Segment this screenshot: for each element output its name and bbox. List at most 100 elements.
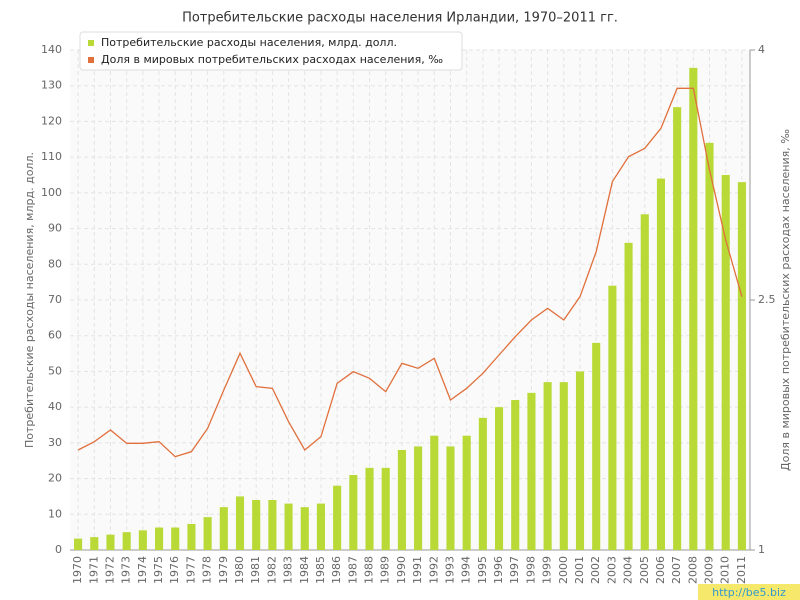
bar (268, 500, 277, 550)
x-tick-label: 1971 (87, 556, 100, 584)
x-tick-label: 1984 (298, 556, 311, 584)
bar (430, 435, 439, 550)
y-tick-label: 40 (48, 400, 62, 413)
bar (478, 417, 487, 550)
x-tick-label: 1991 (411, 556, 424, 584)
x-tick-label: 1999 (541, 556, 554, 584)
bar (397, 450, 406, 550)
bar (138, 530, 147, 550)
x-tick-label: 2004 (622, 556, 635, 584)
bar (446, 446, 455, 550)
x-tick-label: 1972 (103, 556, 116, 584)
bar (495, 407, 504, 550)
x-tick-label: 1986 (330, 556, 343, 584)
x-tick-label: 1979 (217, 556, 230, 584)
bar (737, 182, 746, 550)
bar (527, 392, 536, 550)
bar (203, 517, 212, 550)
bar (235, 496, 245, 550)
y-tick-label: 80 (48, 257, 62, 270)
bar (656, 178, 665, 551)
bar (333, 485, 342, 550)
bar (122, 532, 131, 550)
x-tick-label: 2009 (703, 556, 716, 584)
watermark-bg (698, 584, 800, 600)
bar (721, 175, 730, 550)
bar (511, 400, 520, 550)
legend-box (79, 31, 463, 71)
x-tick-label: 1992 (427, 556, 440, 584)
y-tick-label: 20 (48, 472, 62, 485)
bar (300, 507, 309, 550)
bar (592, 342, 601, 550)
x-tick-label: 2007 (670, 556, 683, 584)
x-tick-label: 2011 (735, 556, 748, 584)
x-tick-label: 1973 (120, 556, 133, 584)
bar (673, 107, 682, 551)
bar (543, 382, 552, 550)
y-axis-label: Потребительские расходы населения, млрд.… (23, 152, 36, 448)
legend-swatch (88, 57, 94, 63)
bar (252, 500, 261, 550)
y-tick-label: 120 (41, 114, 62, 127)
y2-tick-label: 2.5 (758, 293, 776, 306)
x-tick-label: 1997 (508, 556, 521, 584)
x-tick-label: 1974 (136, 556, 149, 584)
bar (284, 503, 293, 550)
bar (349, 475, 358, 550)
x-tick-label: 1975 (152, 556, 165, 584)
legend-swatch (88, 40, 94, 46)
x-tick-label: 2001 (573, 556, 586, 584)
x-tick-label: 1978 (201, 556, 214, 584)
bar (316, 503, 325, 550)
bar (365, 467, 374, 550)
bar (624, 242, 633, 550)
y2-tick-label: 4 (758, 43, 765, 56)
x-tick-label: 1995 (476, 556, 489, 584)
y2-axis-label: Доля в мировых потребительских расходах … (779, 129, 792, 471)
y-tick-label: 60 (48, 329, 62, 342)
bar (187, 523, 196, 550)
x-tick-label: 2006 (654, 556, 667, 584)
x-tick-label: 1990 (395, 556, 408, 584)
bar (575, 371, 585, 550)
bar (462, 435, 471, 550)
legend-label: Потребительские расходы населения, млрд.… (101, 36, 397, 49)
y2-tick-label: 1 (758, 543, 765, 556)
x-tick-label: 1988 (363, 556, 376, 584)
bar (689, 67, 698, 550)
bar (155, 527, 164, 550)
y-tick-label: 50 (48, 364, 62, 377)
x-tick-label: 2003 (605, 556, 618, 584)
x-tick-label: 1993 (443, 556, 456, 584)
x-tick-label: 2010 (719, 556, 732, 584)
bar (640, 214, 649, 551)
bar (381, 467, 390, 550)
bar (219, 507, 228, 550)
y-tick-label: 100 (41, 186, 62, 199)
x-tick-label: 1985 (314, 556, 327, 584)
x-tick-label: 1987 (346, 556, 359, 584)
x-tick-label: 2008 (686, 556, 699, 584)
x-tick-label: 1977 (184, 556, 197, 584)
bar (608, 285, 617, 550)
x-tick-label: 2000 (557, 556, 570, 584)
x-tick-label: 2002 (589, 556, 602, 584)
bar (74, 538, 83, 550)
y-tick-label: 140 (41, 43, 62, 56)
x-tick-label: 1996 (492, 556, 505, 584)
x-tick-label: 1983 (282, 556, 295, 584)
x-tick-label: 1989 (379, 556, 392, 584)
bar (171, 527, 180, 550)
legend-label: Доля в мировых потребительских расходах … (101, 53, 443, 66)
x-tick-label: 1980 (233, 556, 246, 584)
y-tick-label: 110 (41, 150, 62, 163)
line (77, 87, 743, 458)
y-tick-label: 30 (48, 436, 62, 449)
bar (414, 446, 423, 550)
bar (90, 537, 99, 550)
chart-title: Потребительские расходы населения Ирланд… (182, 11, 618, 26)
y-tick-label: 70 (48, 293, 62, 306)
y-tick-label: 90 (48, 222, 62, 235)
